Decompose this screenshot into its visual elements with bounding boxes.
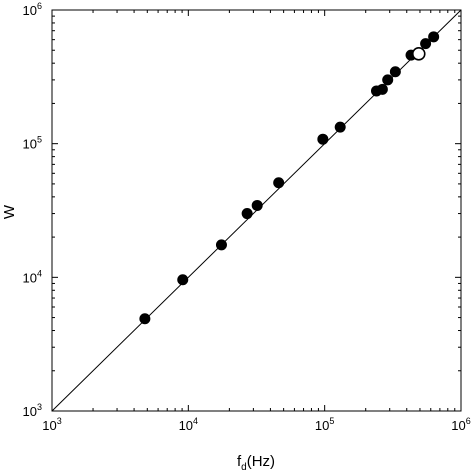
data-point (376, 83, 388, 95)
y-tick-label: 104 (23, 268, 42, 285)
data-point (334, 121, 346, 133)
data-point (273, 177, 285, 189)
y-tick-label: 106 (23, 1, 42, 18)
data-point (241, 208, 253, 220)
data-point (317, 133, 329, 145)
tick-labels: 103 104 105 106 103 104 105 106 (23, 1, 471, 433)
data-point (420, 38, 432, 50)
data-point (215, 239, 227, 251)
data-point (177, 274, 189, 286)
x-tick-label: 105 (315, 416, 334, 433)
data-point (389, 66, 401, 78)
y-tick-label: 103 (23, 402, 42, 419)
data-points (139, 31, 440, 325)
y-axis-label: W (1, 204, 18, 219)
x-tick-label: 104 (179, 416, 198, 433)
y-tick-label: 105 (23, 135, 42, 152)
data-point (428, 31, 440, 43)
x-tick-label: 103 (42, 416, 61, 433)
data-point (382, 74, 394, 86)
plot-area-frame (51, 9, 462, 412)
data-point-open (411, 47, 426, 61)
data-point (251, 199, 263, 211)
x-tick-label: 106 (451, 416, 470, 433)
x-axis-label: fd(Hz) (237, 453, 275, 473)
data-point (139, 313, 151, 325)
